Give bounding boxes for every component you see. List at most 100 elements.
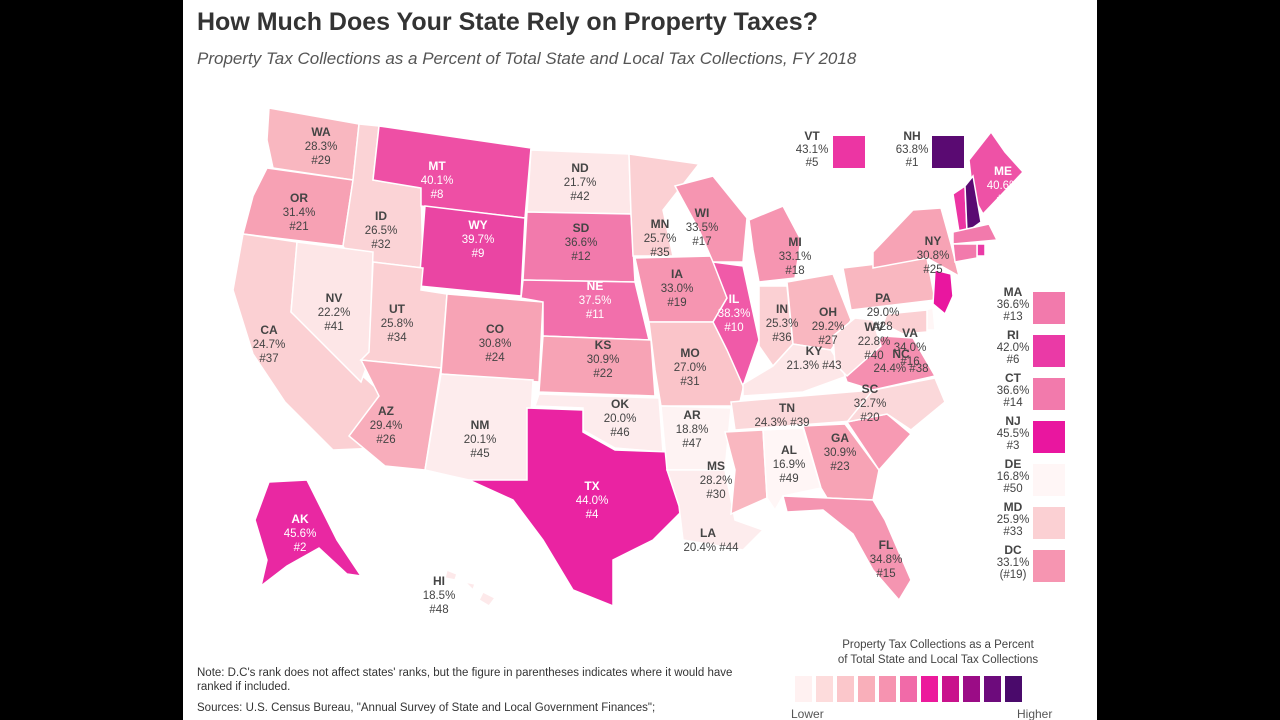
legend-lower-label: Lower bbox=[791, 707, 824, 720]
state-abbr-wi: WI bbox=[695, 206, 710, 220]
state-rank-or: #21 bbox=[289, 221, 308, 233]
inset-abbr-de: DE bbox=[1005, 457, 1022, 471]
legend-swatch-7 bbox=[921, 676, 938, 702]
legend-color-scale bbox=[795, 676, 1022, 702]
state-abbr-ak: AK bbox=[291, 512, 309, 526]
state-pct-ak: 45.6% bbox=[284, 528, 317, 540]
state-abbr-ok: OK bbox=[611, 397, 629, 411]
inset-box-md bbox=[1033, 507, 1065, 539]
state-pct-co: 30.8% bbox=[479, 338, 512, 350]
inset-rank-dc: (#19) bbox=[1000, 569, 1027, 581]
state-pct-mi: 33.1% bbox=[779, 251, 812, 263]
state-rank-ok: #46 bbox=[610, 427, 629, 439]
state-shape-mn bbox=[628, 153, 701, 257]
state-abbr-wa: WA bbox=[311, 125, 331, 139]
state-pct-ia: 33.0% bbox=[661, 283, 694, 295]
state-shape-la bbox=[665, 469, 765, 551]
state-shapes bbox=[232, 107, 1065, 608]
state-rank-wa: #29 bbox=[311, 155, 330, 167]
state-shape-ri bbox=[976, 243, 986, 257]
legend-title-line2: of Total State and Local Tax Collections bbox=[837, 654, 1039, 666]
state-rank-mo: #31 bbox=[680, 376, 699, 388]
us-choropleth-map: WA28.3%#29OR31.4%#21CA24.7%#37ID26.5%#32… bbox=[232, 107, 1065, 616]
state-shape-wi bbox=[673, 175, 748, 263]
state-pct-mo: 27.0% bbox=[674, 362, 707, 374]
state-rank-fl: #15 bbox=[876, 568, 895, 580]
state-rank-ak: #2 bbox=[294, 542, 307, 554]
state-pct-wy: 39.7% bbox=[462, 234, 495, 246]
inset-abbr-nh: NH bbox=[903, 129, 920, 143]
state-shape-mi bbox=[748, 205, 802, 283]
legend-swatch-5 bbox=[879, 676, 896, 702]
state-pct-rank-ky: 21.3% #43 bbox=[787, 360, 842, 372]
state-rank-az: #26 bbox=[376, 434, 395, 446]
state-abbr-wy: WY bbox=[468, 218, 487, 232]
state-abbr-fl: FL bbox=[879, 538, 894, 552]
state-abbr-hi: HI bbox=[433, 574, 445, 588]
state-pct-rank-tn: 24.3% #39 bbox=[755, 417, 810, 429]
state-shape-ok bbox=[533, 393, 664, 453]
state-abbr-il: IL bbox=[729, 292, 740, 306]
inset-box-ct bbox=[1033, 378, 1065, 410]
state-rank-oh: #27 bbox=[818, 335, 837, 347]
state-abbr-oh: OH bbox=[819, 305, 837, 319]
legend-swatch-8 bbox=[942, 676, 959, 702]
state-rank-id: #32 bbox=[371, 239, 390, 251]
page-subtitle: Property Tax Collections as a Percent of… bbox=[197, 49, 857, 68]
state-rank-il: #10 bbox=[724, 322, 743, 334]
state-rank-co: #24 bbox=[485, 352, 505, 364]
state-abbr-sc: SC bbox=[862, 382, 879, 396]
inset-box-ma bbox=[1033, 292, 1065, 324]
state-rank-ar: #47 bbox=[682, 438, 701, 450]
state-abbr-ut: UT bbox=[389, 302, 406, 316]
state-abbr-mi: MI bbox=[788, 235, 801, 249]
state-abbr-ca: CA bbox=[260, 323, 278, 337]
state-rank-al: #49 bbox=[779, 473, 798, 485]
inset-rank-vt: #5 bbox=[806, 157, 819, 169]
state-pct-nv: 22.2% bbox=[318, 307, 351, 319]
state-abbr-nv: NV bbox=[326, 291, 343, 305]
legend-swatch-1 bbox=[795, 676, 812, 702]
inset-abbr-nj: NJ bbox=[1005, 414, 1020, 428]
state-rank-ia: #19 bbox=[667, 297, 686, 309]
state-abbr-ks: KS bbox=[595, 338, 612, 352]
state-labels: WA28.3%#29OR31.4%#21CA24.7%#37ID26.5%#32… bbox=[253, 125, 1030, 616]
state-pct-oh: 29.2% bbox=[812, 321, 845, 333]
legend-swatch-2 bbox=[816, 676, 833, 702]
state-rank-ne: #11 bbox=[586, 309, 604, 321]
inset-rank-nj: #3 bbox=[1007, 440, 1020, 452]
inset-pct-md: 25.9% bbox=[997, 514, 1030, 526]
state-shape-nh bbox=[964, 174, 982, 234]
state-shape-ma bbox=[952, 223, 999, 245]
legend-swatch-11 bbox=[1005, 676, 1022, 702]
state-shape-nj bbox=[932, 269, 954, 316]
state-pct-ms: 28.2% bbox=[700, 475, 733, 487]
state-shape-va bbox=[842, 335, 937, 391]
state-rank-ms: #30 bbox=[706, 489, 725, 501]
state-rank-pa: #28 bbox=[873, 321, 892, 333]
state-abbr-ia: IA bbox=[671, 267, 683, 281]
state-rank-ny: #25 bbox=[923, 264, 942, 276]
state-rank-mn: #35 bbox=[650, 247, 669, 259]
inset-abbr-md: MD bbox=[1004, 500, 1023, 514]
inset-rank-nh: #1 bbox=[906, 157, 919, 169]
state-pct-in: 25.3% bbox=[766, 318, 799, 330]
state-rank-nd: #42 bbox=[570, 191, 589, 203]
state-shape-hi bbox=[444, 568, 497, 607]
footnote: Note: D.C's rank does not affect states'… bbox=[197, 667, 733, 693]
state-rank-nv: #41 bbox=[324, 321, 343, 333]
state-abbr-tn: TN bbox=[779, 401, 795, 415]
state-abbr-mt: MT bbox=[428, 159, 446, 173]
state-pct-or: 31.4% bbox=[283, 207, 316, 219]
inset-abbr-ct: CT bbox=[1005, 371, 1022, 385]
state-pct-fl: 34.8% bbox=[870, 554, 903, 566]
state-rank-ga: #23 bbox=[830, 461, 849, 473]
inset-box-nh bbox=[932, 136, 964, 168]
state-pct-ne: 37.5% bbox=[579, 295, 612, 307]
state-pct-wi: 33.5% bbox=[686, 222, 719, 234]
state-pct-sc: 32.7% bbox=[854, 398, 887, 410]
state-abbr-co: CO bbox=[486, 322, 504, 336]
state-shape-nv bbox=[290, 241, 374, 384]
legend-swatch-4 bbox=[858, 676, 875, 702]
inset-pct-vt: 43.1% bbox=[796, 144, 829, 156]
